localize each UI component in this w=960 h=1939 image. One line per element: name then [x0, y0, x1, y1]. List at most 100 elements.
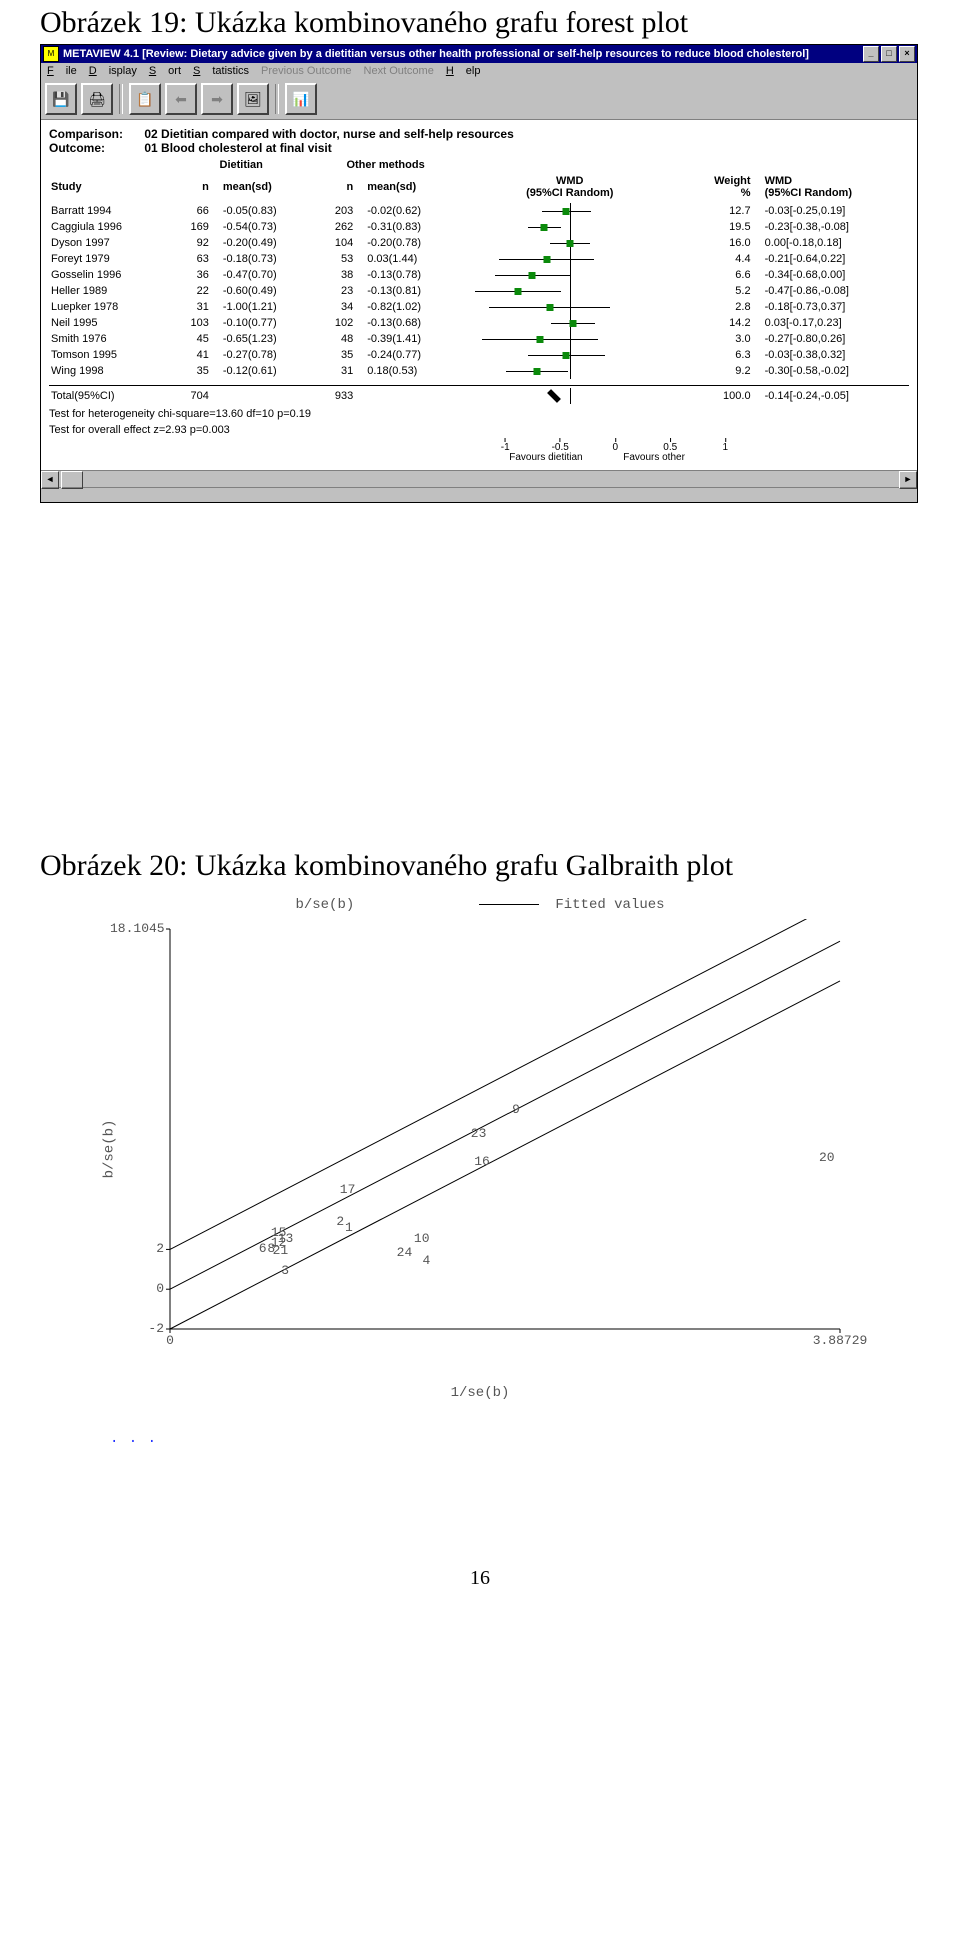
- app-icon: M: [43, 46, 59, 62]
- legend-fitted: Fitted values: [555, 897, 664, 913]
- metaview-window: M METAVIEW 4.1 [Review: Dietary advice g…: [40, 44, 918, 503]
- axis-tick: 1: [722, 438, 728, 453]
- study-name: Dyson 1997: [49, 235, 169, 251]
- mean1: -0.10(0.77): [221, 315, 314, 331]
- maximize-button[interactable]: □: [881, 46, 897, 62]
- galbraith-point-label: 1: [345, 1220, 353, 1235]
- toolbar-arrow-left-button[interactable]: ⬅: [165, 83, 197, 115]
- forest-row: Tomson 199541-0.27(0.78)35-0.24(0.77)6.3…: [49, 347, 909, 363]
- title-rest: [Review: Dietary advice given by a dieti…: [142, 48, 809, 60]
- forest-row: Neil 1995103-0.10(0.77)102-0.13(0.68)14.…: [49, 315, 909, 331]
- forest-row: Smith 197645-0.65(1.23)48-0.39(1.41)3.0-…: [49, 331, 909, 347]
- toolbar-image-button[interactable]: 🖼: [237, 83, 269, 115]
- n2: 35: [313, 347, 365, 363]
- forest-row: Gosselin 199636-0.47(0.70)38-0.13(0.78)6…: [49, 267, 909, 283]
- forest-total-row: Total(95%CI)704933100.0-0.14[-0.24,-0.05…: [49, 386, 909, 405]
- galbraith-point-label: 2: [336, 1214, 344, 1229]
- galbraith-xlabel: 1/se(b): [451, 1385, 510, 1401]
- toolbar-printer-button[interactable]: 🖨: [81, 83, 113, 115]
- axis-tick: -0.5: [552, 438, 569, 453]
- forest-ci-plot: [460, 283, 680, 299]
- forest-row: Barratt 199466-0.05(0.83)203-0.02(0.62)1…: [49, 203, 909, 219]
- n1: 169: [169, 219, 221, 235]
- horizontal-scrollbar[interactable]: ◄ ►: [41, 470, 917, 487]
- study-name: Smith 1976: [49, 331, 169, 347]
- menu-help[interactable]: Help: [446, 65, 481, 77]
- scroll-right-arrow[interactable]: ►: [899, 471, 917, 489]
- forest-table: Dietitian Other methods Study n mean(sd)…: [49, 159, 909, 404]
- n1: 63: [169, 251, 221, 267]
- x-tick-label: 3.88729: [810, 1333, 870, 1348]
- col-n1: n: [169, 175, 221, 203]
- forest-ci-plot: [460, 347, 680, 363]
- menu-statistics[interactable]: Statistics: [193, 65, 249, 77]
- forest-row: Foreyt 197963-0.18(0.73)530.03(1.44)4.4-…: [49, 251, 909, 267]
- n1: 31: [169, 299, 221, 315]
- mean2: -0.13(0.78): [365, 267, 458, 283]
- col-m1: mean(sd): [221, 175, 314, 203]
- axis-tick: 0.5: [663, 438, 677, 453]
- comparison-label: Comparison:: [49, 127, 141, 141]
- toolbar-copy-button[interactable]: 📋: [129, 83, 161, 115]
- n2: 262: [313, 219, 365, 235]
- galbraith-point-label: 20: [819, 1150, 835, 1165]
- forest-ci-plot: [460, 203, 680, 219]
- group-hdr-dietitian: Dietitian: [169, 159, 313, 175]
- menu-next-outcome: Next Outcome: [364, 65, 434, 77]
- wmd-ci: -0.23[-0.38,-0.08]: [763, 219, 909, 235]
- toolbar-arrow-right-button[interactable]: ➡: [201, 83, 233, 115]
- forest-row: Wing 199835-0.12(0.61)310.18(0.53)9.2-0.…: [49, 363, 909, 379]
- galbraith-footer: . . .: [110, 1431, 860, 1447]
- mean2: -0.31(0.83): [365, 219, 458, 235]
- study-name: Caggiula 1996: [49, 219, 169, 235]
- forest-ci-plot: [460, 299, 680, 315]
- mean2: -0.13(0.68): [365, 315, 458, 331]
- galbraith-point-label: 24: [397, 1245, 413, 1260]
- galbraith-point-label: 23: [471, 1126, 487, 1141]
- scroll-left-arrow[interactable]: ◄: [41, 471, 59, 489]
- close-button[interactable]: ×: [899, 46, 915, 62]
- n1: 103: [169, 315, 221, 331]
- mean1: -0.65(1.23): [221, 331, 314, 347]
- col-wmd: WMD (95%CI Random): [763, 175, 909, 203]
- n2: 38: [313, 267, 365, 283]
- n2: 53: [313, 251, 365, 267]
- wmd-ci: 0.03[-0.17,0.23]: [763, 315, 909, 331]
- wmd-ci: -0.21[-0.64,0.22]: [763, 251, 909, 267]
- fitted-line: [170, 981, 840, 1329]
- galbraith-legend: . b/se(b) Fitted values .: [100, 897, 860, 913]
- weight: 6.3: [682, 347, 763, 363]
- outcome-label: Outcome:: [49, 141, 141, 155]
- mean2: 0.18(0.53): [365, 363, 458, 379]
- menu-sort[interactable]: Sort: [149, 65, 181, 77]
- scroll-thumb[interactable]: [61, 471, 83, 489]
- n2: 104: [313, 235, 365, 251]
- wmd-ci: -0.34[-0.68,0.00]: [763, 267, 909, 283]
- forest-ci-plot: [460, 363, 680, 379]
- minimize-button[interactable]: _: [863, 46, 879, 62]
- mean1: -0.12(0.61): [221, 363, 314, 379]
- axis-tick: -1: [501, 438, 510, 453]
- n1: 35: [169, 363, 221, 379]
- n1: 41: [169, 347, 221, 363]
- menu-display[interactable]: Display: [89, 65, 137, 77]
- galbraith-point-label: 4: [423, 1253, 431, 1268]
- menu-file[interactable]: File: [47, 65, 77, 77]
- forest-ci-plot: [460, 331, 680, 347]
- forest-ci-plot: [460, 267, 680, 283]
- galbraith-plot: . b/se(b) Fitted values . b/se(b) 1/se(b…: [100, 897, 860, 1447]
- legend-line-sample: [479, 904, 539, 905]
- study-name: Barratt 1994: [49, 203, 169, 219]
- figure-caption-20: Obrázek 20: Ukázka kombinovaného grafu G…: [0, 843, 960, 887]
- study-name: Gosselin 1996: [49, 267, 169, 283]
- mean1: -0.05(0.83): [221, 203, 314, 219]
- study-name: Tomson 1995: [49, 347, 169, 363]
- figure-caption-19: Obrázek 19: Ukázka kombinovaného grafu f…: [0, 0, 960, 44]
- forest-ci-plot: [460, 235, 680, 251]
- galbraith-point-label: 6: [259, 1241, 267, 1256]
- col-m2: mean(sd): [365, 175, 458, 203]
- toolbar-disk-button[interactable]: 💾: [45, 83, 77, 115]
- toolbar-stats-button[interactable]: 📊: [285, 83, 317, 115]
- y-tick-label: 0: [110, 1281, 164, 1296]
- col-weight: Weight %: [682, 175, 763, 203]
